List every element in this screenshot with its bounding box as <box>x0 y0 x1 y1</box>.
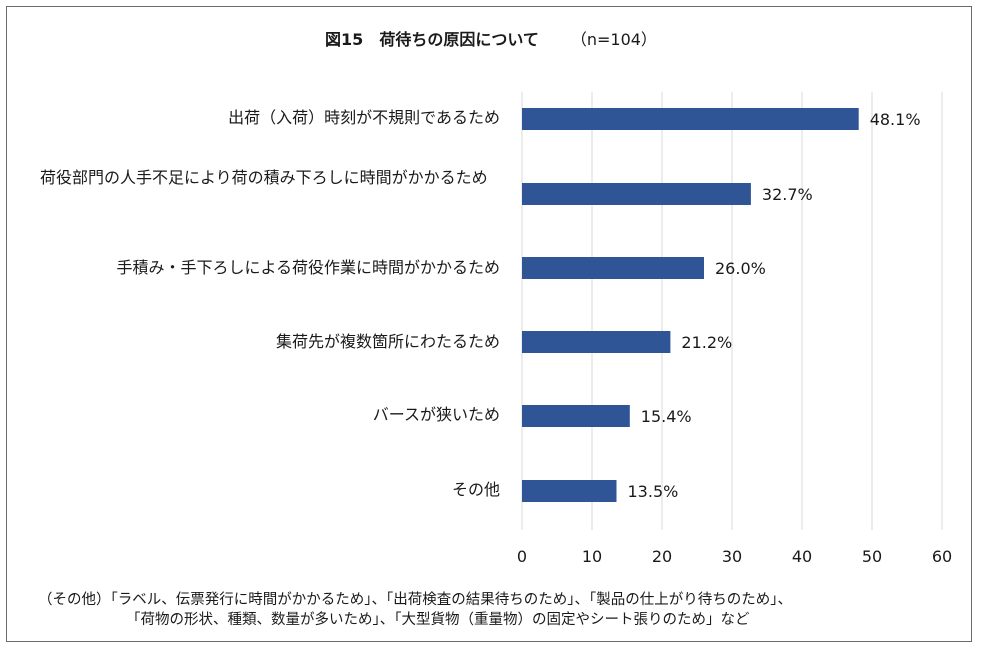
bar <box>522 183 751 205</box>
data-label: 13.5% <box>628 482 679 501</box>
chart-title-text: 図15 荷待ちの原因について <box>325 30 539 49</box>
x-tick-label: 30 <box>722 547 742 566</box>
x-tick-label: 20 <box>652 547 672 566</box>
category-label: 荷役部門の人手不足により荷の積み下ろしに時間がかかるため <box>40 168 488 187</box>
x-tick-label: 60 <box>932 547 952 566</box>
data-label: 32.7% <box>762 185 813 204</box>
x-tick-label: 10 <box>582 547 602 566</box>
x-tick-label: 40 <box>792 547 812 566</box>
bar <box>522 257 704 279</box>
data-label: 15.4% <box>641 407 692 426</box>
footnote: （その他）「ラベル、伝票発行に時間がかかるため」、「出荷検査の結果待ちのため」、… <box>38 590 968 630</box>
footnote-line: （その他）「ラベル、伝票発行に時間がかかるため」、「出荷検査の結果待ちのため」、… <box>38 592 792 608</box>
category-label: その他 <box>451 480 500 499</box>
category-label: 手積み・手下ろしによる荷役作業に時間がかかるため <box>116 258 500 277</box>
bar <box>522 405 630 427</box>
bar <box>522 331 671 353</box>
chart-frame <box>6 6 972 642</box>
data-label: 21.2% <box>681 333 732 352</box>
bar <box>522 480 617 502</box>
x-tick-label: 50 <box>862 547 882 566</box>
category-label: 出荷（入荷）時刻が不規則であるため <box>228 108 500 127</box>
data-label: 48.1% <box>870 110 921 129</box>
footnote-line: 「荷物の形状、種類、数量が多いため」、「大型貨物（重量物）の固定やシート張りのた… <box>126 612 750 628</box>
chart-subtitle: （n=104） <box>570 30 657 49</box>
category-label: バースが狭いため <box>372 405 500 424</box>
bar <box>522 108 859 130</box>
category-label: 集荷先が複数箇所にわたるため <box>275 332 500 351</box>
data-label: 26.0% <box>715 259 766 278</box>
chart-title: 図15 荷待ちの原因について （n=104） <box>0 26 982 50</box>
x-tick-label: 0 <box>517 547 527 566</box>
